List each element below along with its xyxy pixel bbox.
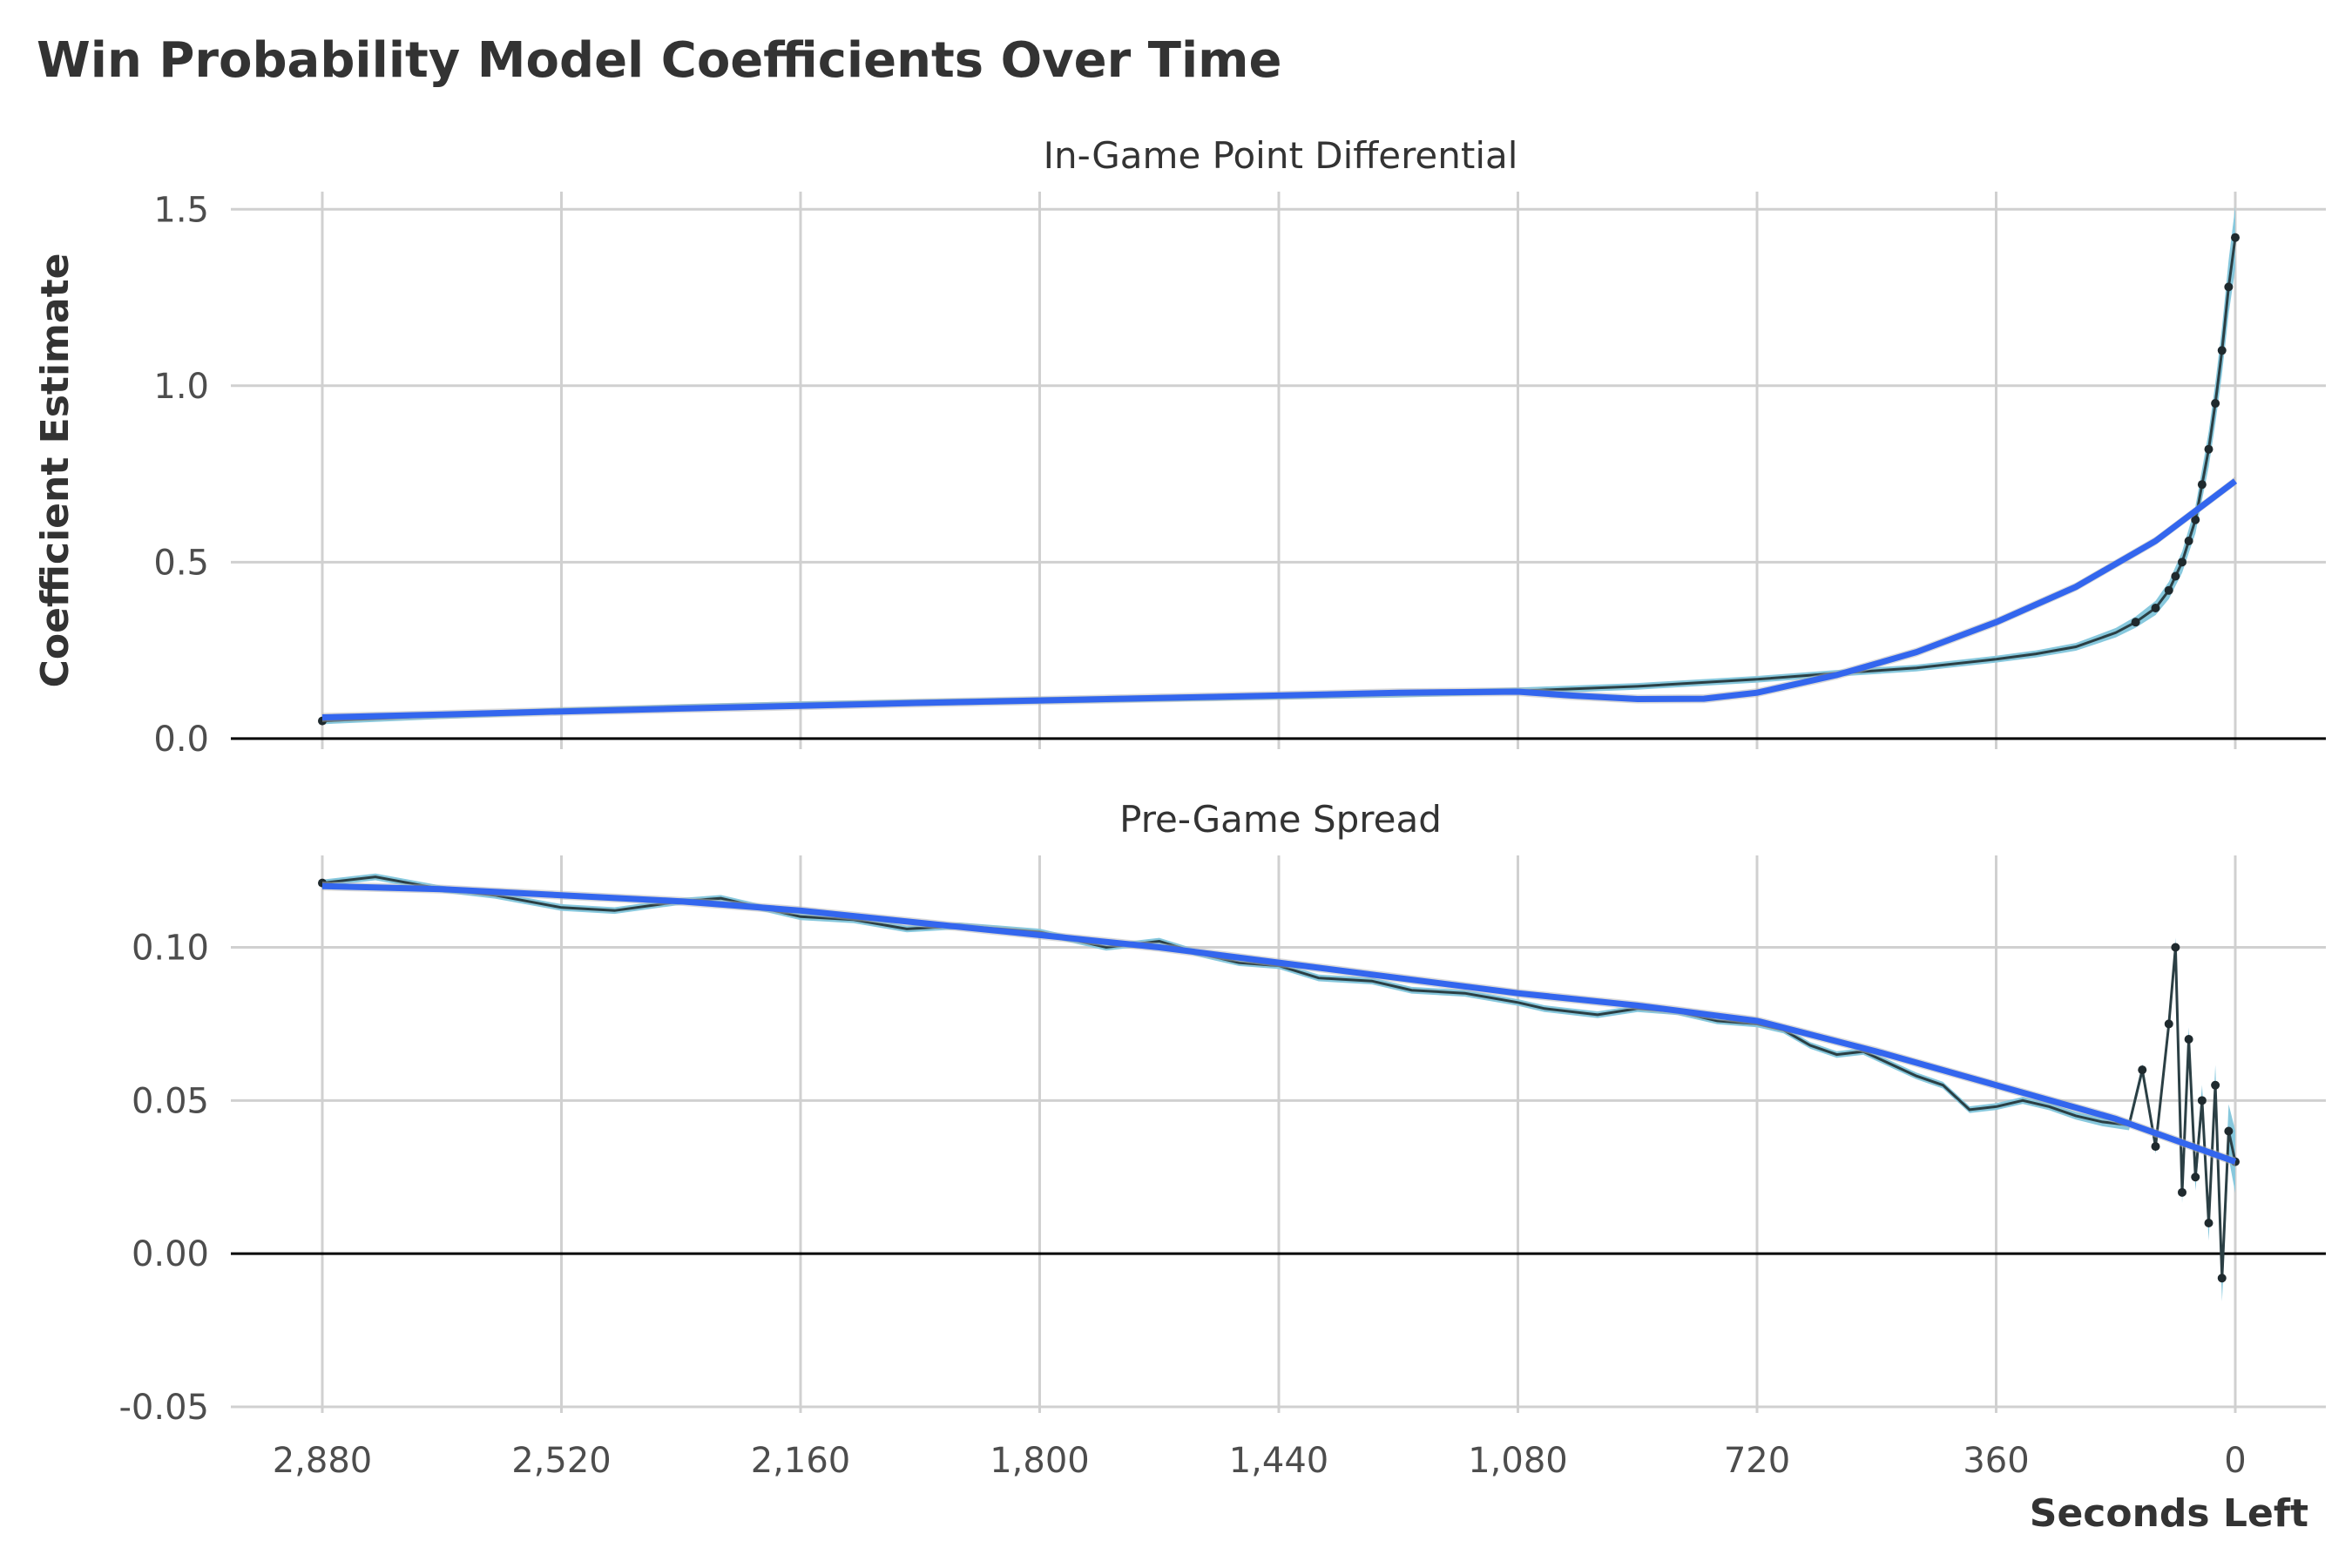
chart-title: Win Probability Model Coefficients Over … — [37, 32, 1282, 89]
smooth-trend-line — [321, 478, 2238, 720]
estimate-point — [2151, 603, 2160, 612]
estimate-point — [2178, 1187, 2186, 1197]
estimate-point — [2151, 1142, 2160, 1152]
estimate-point — [2231, 233, 2240, 242]
estimate-point — [2138, 1065, 2147, 1075]
x-tick-label: 0 — [2224, 1441, 2246, 1481]
estimate-point — [2197, 480, 2207, 490]
strip-label-pregame-spread: Pre-Game Spread — [1119, 798, 1442, 841]
y-tick-label: 0.05 — [132, 1081, 209, 1121]
estimate-point — [2164, 585, 2173, 595]
estimate-point — [2164, 1019, 2173, 1029]
x-tick-label: 720 — [1724, 1441, 1790, 1481]
x-tick-label: 1,080 — [1468, 1441, 1568, 1481]
estimate-point — [2184, 1034, 2193, 1044]
estimate-point — [2204, 1218, 2213, 1227]
x-tick-label: 1,800 — [990, 1441, 1090, 1481]
estimate-point — [2171, 571, 2180, 581]
x-tick-label: 2,520 — [511, 1441, 612, 1481]
x-tick-label: 2,880 — [273, 1441, 373, 1481]
y-tick-label: 0.5 — [153, 543, 209, 583]
estimate-point — [2211, 399, 2220, 409]
x-axis: 2,880 2,520 2,160 1,800 1,440 1,080 720 360 0 — [273, 1441, 2247, 1481]
estimate-point — [2204, 444, 2213, 454]
x-axis-title: Seconds Left — [2030, 1491, 2308, 1536]
estimate-point — [2211, 1080, 2220, 1090]
estimate-point — [2224, 1126, 2234, 1136]
x-tick-label: 360 — [1963, 1441, 2029, 1481]
y-tick-label: -0.05 — [119, 1388, 210, 1428]
panel-point-differential: In-Game Point Differential 0.0 0.5 1.0 1.5 — [153, 134, 2326, 760]
estimate-point — [2224, 282, 2234, 292]
y-tick-label: 1.5 — [153, 190, 209, 230]
estimate-point — [2184, 537, 2193, 546]
estimate-point — [2191, 1173, 2200, 1182]
estimate-point — [2217, 1274, 2227, 1283]
strip-label-point-differential: In-Game Point Differential — [1044, 134, 1518, 177]
y-tick-label: 0.10 — [132, 928, 209, 968]
estimate-point — [2191, 515, 2200, 524]
y-tick-label: 0.00 — [132, 1234, 209, 1274]
estimate-point — [2197, 1096, 2207, 1105]
smooth-trend-line — [321, 882, 2237, 1165]
x-tick-label: 1,440 — [1229, 1441, 1329, 1481]
y-tick-label: 0.0 — [153, 720, 209, 760]
estimate-point — [2131, 618, 2140, 627]
panel-pregame-spread: Pre-Game Spread -0.05 0.00 0.05 0.10 — [119, 798, 2326, 1428]
y-tick-label: 1.0 — [153, 367, 209, 407]
x-tick-label: 2,160 — [751, 1441, 851, 1481]
estimate-point — [2217, 346, 2227, 355]
y-axis-title: Coefficient Estimate — [33, 253, 78, 688]
estimate-point — [2178, 558, 2186, 567]
estimate-point — [2171, 943, 2180, 952]
